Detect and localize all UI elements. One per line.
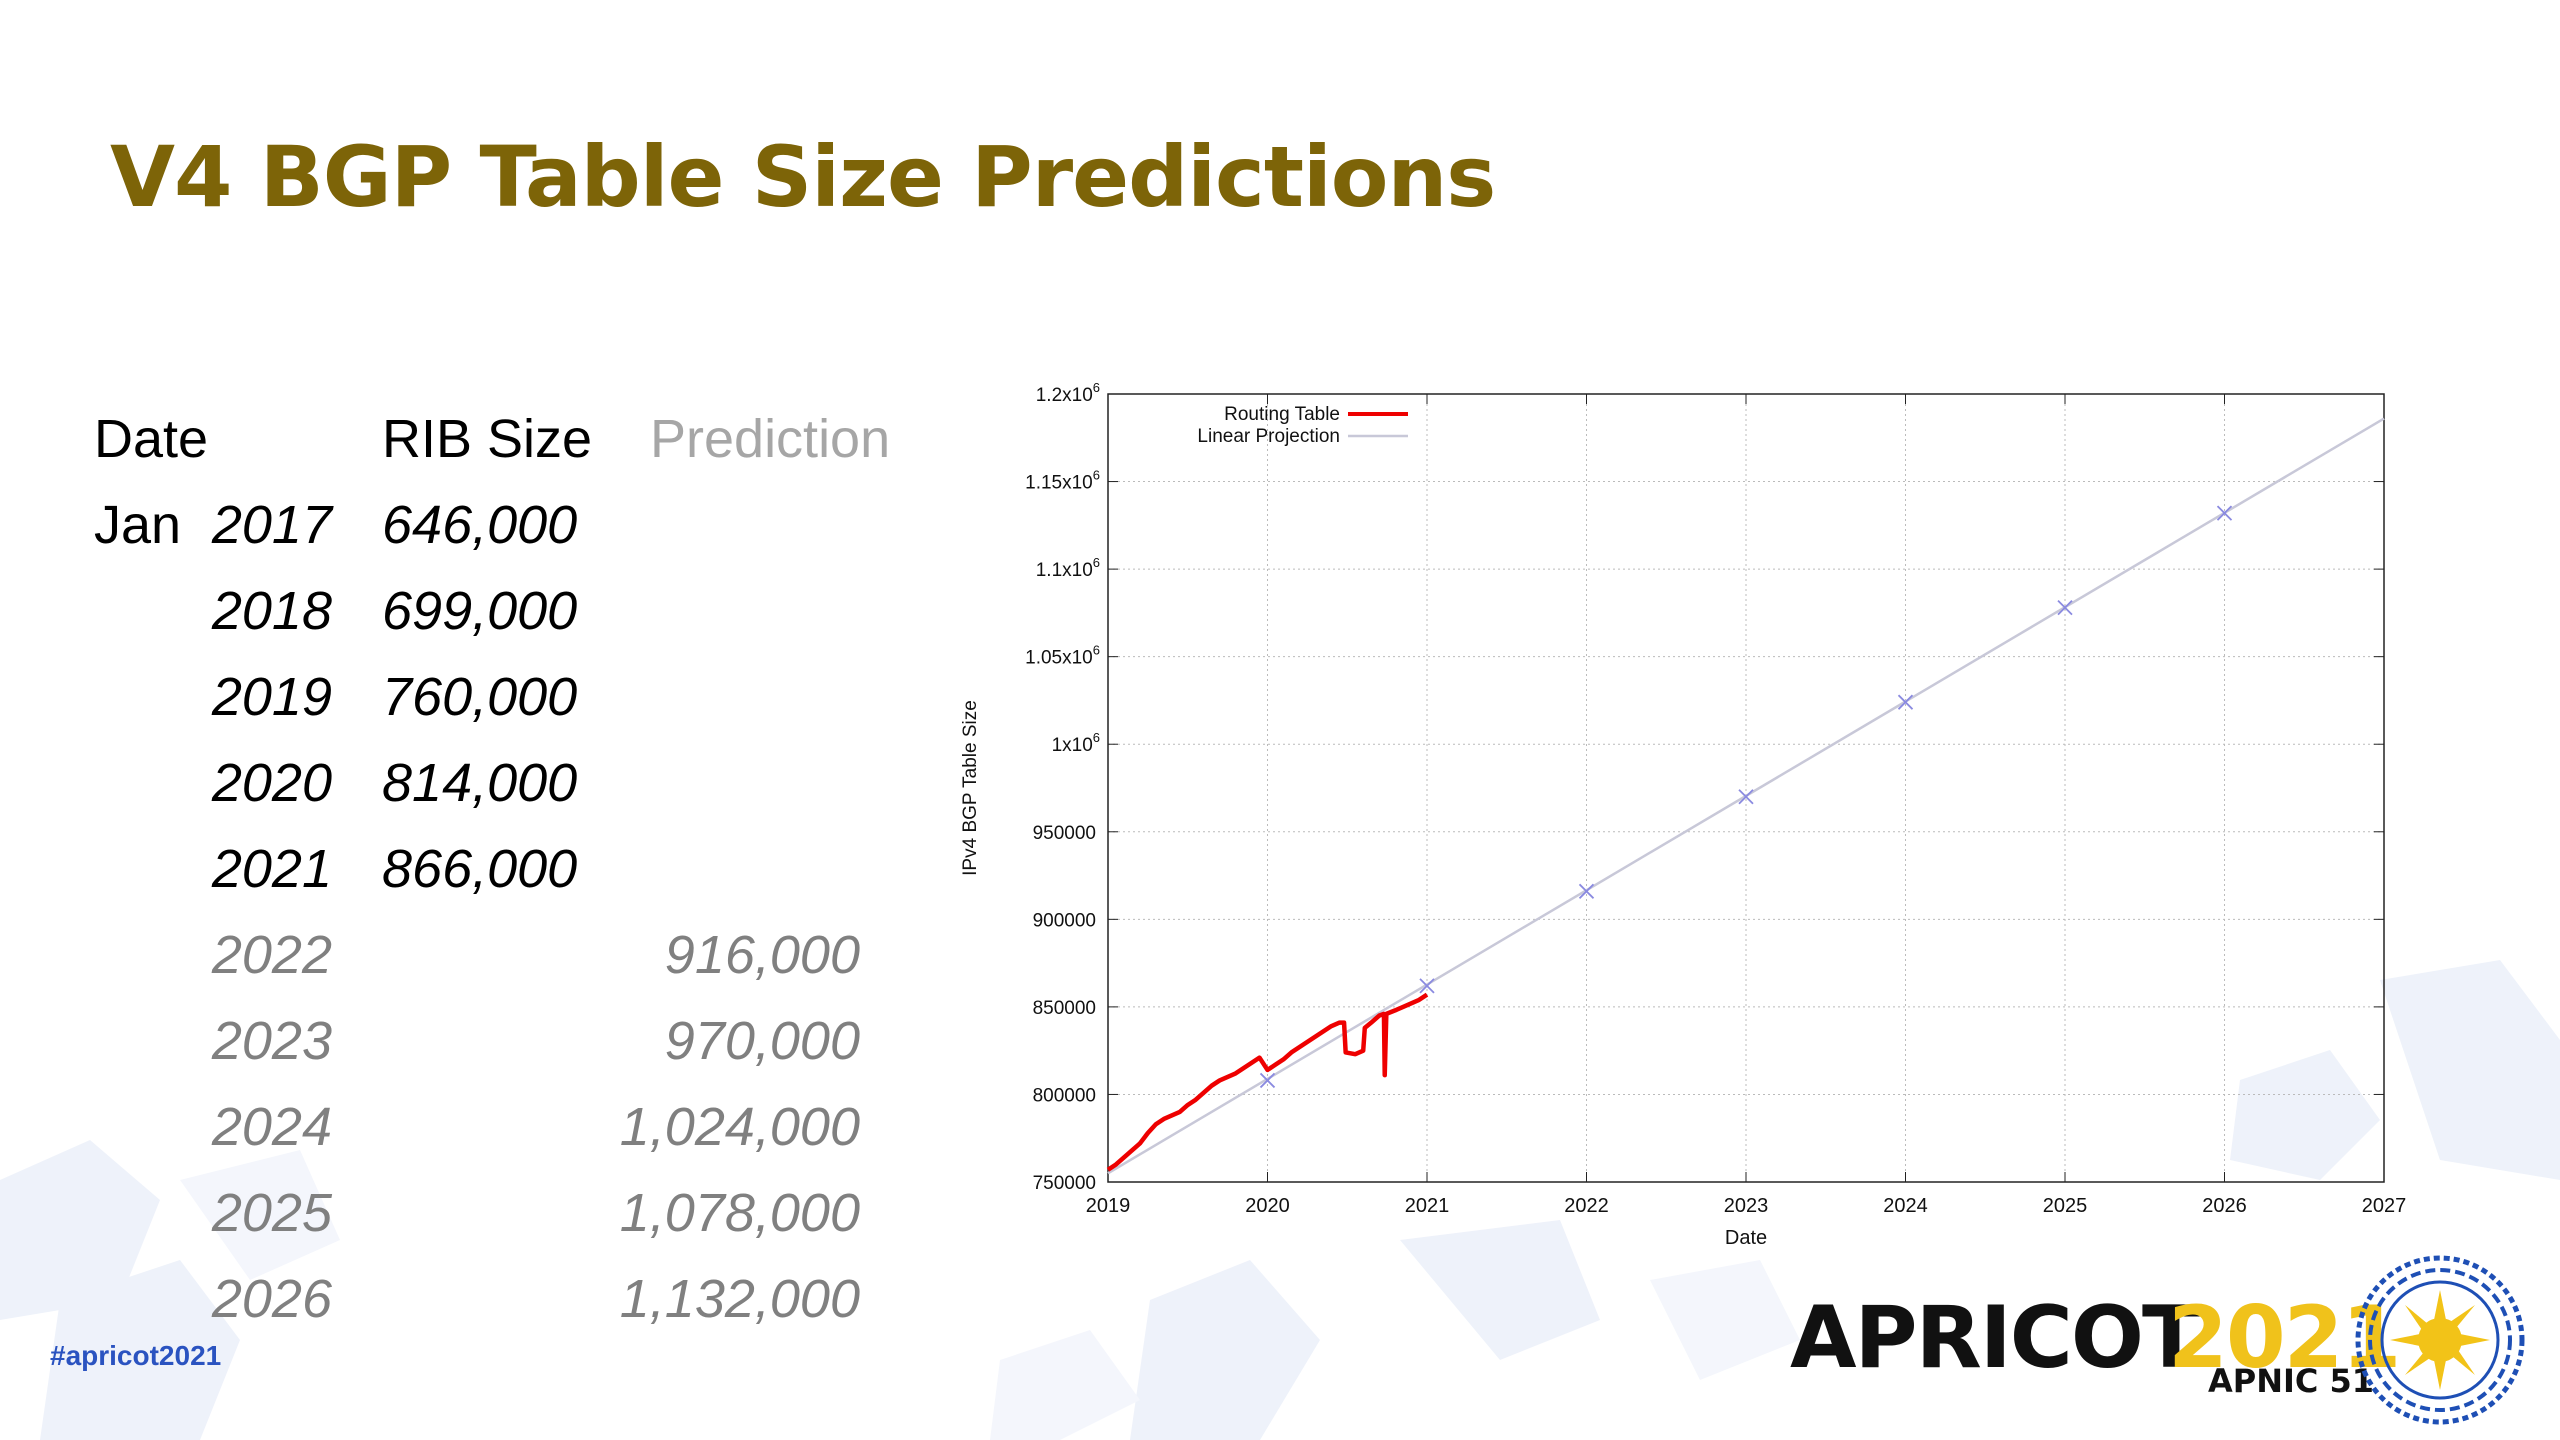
row-year: 2017 — [211, 495, 332, 555]
y-tick-label: 850000 — [1033, 998, 1096, 1019]
row-prediction: 1,132,000 — [619, 1269, 860, 1329]
y-tick-label: 950000 — [1033, 823, 1096, 844]
logo-apricot-word: APRICOT — [1790, 1288, 2201, 1388]
projection-marker — [2057, 599, 2073, 616]
row-rib: 814,000 — [382, 753, 578, 813]
y-tick-label: 900000 — [1033, 910, 1096, 931]
y-tick-label: 1x106 — [1052, 730, 1100, 756]
projection-marker — [2216, 505, 2233, 521]
row-prediction: 1,078,000 — [619, 1183, 860, 1243]
projection-marker — [1738, 789, 1754, 805]
x-tick-label: 2025 — [2043, 1195, 2088, 1217]
apricot-logo: APRICOT 2021 APNIC 51 — [1790, 1250, 2550, 1430]
row-year: 2024 — [211, 1097, 332, 1157]
bgp-chart: 2019 2020 2021 2022 2023 2024 2025 2026 2027 7500… — [960, 380, 2407, 1249]
row-year: 2019 — [211, 667, 332, 727]
projection-marker — [1259, 1072, 1276, 1089]
row-year: 2018 — [211, 581, 332, 641]
slide-title: V4 BGP Table Size Predictions — [110, 128, 1496, 226]
row-rib: 699,000 — [382, 581, 578, 641]
x-tick-label: 2023 — [1724, 1195, 1769, 1217]
legend-label-linear-projection: Linear Projection — [1197, 426, 1340, 447]
row-rib: 866,000 — [382, 839, 578, 899]
row-year: 2026 — [211, 1269, 332, 1329]
row-year: 2020 — [211, 753, 332, 813]
row-prediction: 970,000 — [664, 1011, 860, 1071]
row-prefix: Jan — [94, 495, 182, 555]
y-tick-label: 1.15x106 — [1025, 468, 1100, 494]
x-tick-label: 2021 — [1405, 1195, 1450, 1217]
x-tick-label: 2026 — [2202, 1195, 2247, 1217]
row-rib: 760,000 — [382, 667, 578, 727]
sun-seal-icon — [2355, 1255, 2525, 1425]
row-prediction: 916,000 — [664, 925, 860, 985]
projection-marker — [1897, 694, 1914, 710]
y-tick-label: 1.2x106 — [1036, 380, 1100, 406]
row-prediction: 1,024,000 — [619, 1097, 860, 1157]
logo-apnic: APNIC 51 — [2208, 1362, 2375, 1400]
x-tick-label: 2027 — [2362, 1195, 2407, 1217]
hashtag: #apricot2021 — [50, 1340, 222, 1371]
x-tick-label: 2022 — [1564, 1195, 1609, 1217]
x-tick-label: 2020 — [1245, 1195, 1290, 1217]
header-prediction: Prediction — [650, 409, 891, 469]
y-axis-label: IPv4 BGP Table Size — [960, 700, 981, 876]
row-rib: 646,000 — [382, 495, 578, 555]
plot-frame — [1107, 393, 2385, 1183]
x-tick-label: 2024 — [1883, 1195, 1928, 1217]
prediction-table: Date RIB Size Prediction Jan 2017 646,000 2018… — [0, 0, 960, 1400]
row-year: 2023 — [211, 1011, 332, 1071]
row-year: 2025 — [211, 1183, 332, 1243]
x-axis-label: Date — [1725, 1227, 1767, 1249]
row-year: 2022 — [211, 925, 332, 985]
x-tick-label: 2019 — [1086, 1195, 1131, 1217]
y-tick-label: 800000 — [1033, 1085, 1096, 1106]
header-rib: RIB Size — [382, 409, 593, 469]
projection-marker — [1578, 883, 1595, 899]
projection-marker — [1419, 978, 1435, 994]
legend-label-routing-table: Routing Table — [1224, 404, 1340, 425]
y-tick-label: 1.1x106 — [1036, 555, 1100, 581]
y-tick-label: 750000 — [1033, 1173, 1096, 1194]
header-date: Date — [94, 409, 209, 469]
series-routing-table — [1106, 992, 1429, 1172]
row-year: 2021 — [211, 839, 332, 899]
y-tick-label: 1.05x106 — [1025, 643, 1100, 669]
